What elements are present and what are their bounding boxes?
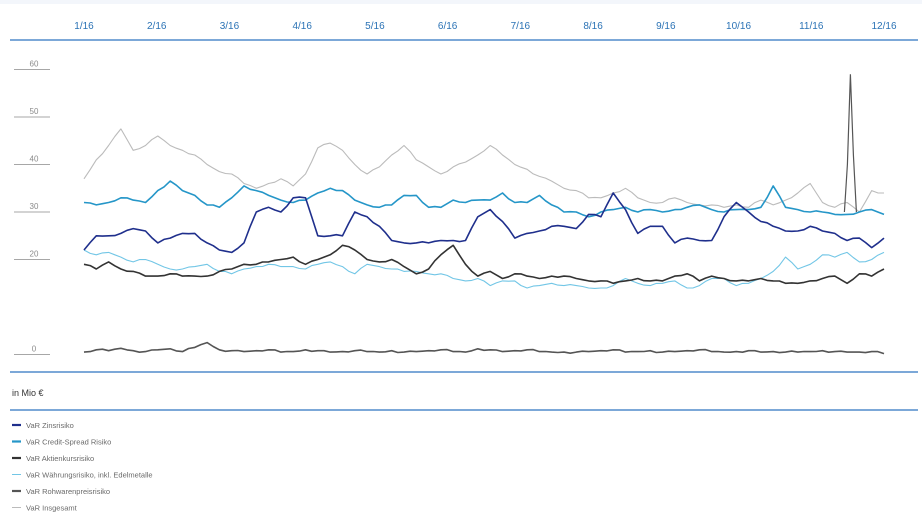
series-line-5 bbox=[83, 128, 885, 213]
series-line-0 bbox=[83, 192, 885, 254]
x-tick-label: 5/16 bbox=[365, 21, 385, 32]
chart-title-strip bbox=[0, 0, 922, 4]
unit-label: in Mio € bbox=[12, 388, 44, 398]
legend: VaR Zinsrisiko VaR Credit-Spread Risiko Va… bbox=[12, 421, 153, 513]
legend-label: VaR Währungsrisiko, inkl. Edelmetalle bbox=[26, 471, 153, 480]
x-tick-label: 11/16 bbox=[799, 21, 824, 32]
x-tick-label: 9/16 bbox=[656, 21, 676, 32]
x-tick-label: 10/16 bbox=[726, 21, 751, 32]
series-line-4 bbox=[83, 341, 885, 355]
x-tick-label: 7/16 bbox=[511, 21, 531, 32]
y-tick-label: 0 bbox=[32, 345, 37, 354]
x-tick-label: 6/16 bbox=[438, 21, 458, 32]
series-line-3 bbox=[83, 249, 885, 289]
legend-label: VaR Rohwarenpreisrisiko bbox=[26, 487, 110, 496]
x-axis-month-labels: 1/16 2/16 3/16 4/16 5/16 6/16 7/16 8/16 9/16 10/1… bbox=[74, 21, 897, 32]
x-tick-label: 2/16 bbox=[147, 21, 167, 32]
series-line-1 bbox=[83, 180, 885, 218]
y-tick-label: 30 bbox=[30, 202, 39, 211]
y-tick-label: 40 bbox=[30, 155, 39, 164]
series-spike bbox=[843, 74, 857, 213]
series-lines bbox=[83, 74, 885, 355]
y-axis-ticks: 0 20 30 40 50 60 bbox=[14, 60, 50, 355]
y-tick-label: 50 bbox=[30, 107, 39, 116]
y-tick-label: 20 bbox=[30, 250, 39, 259]
x-tick-label: 12/16 bbox=[871, 21, 896, 32]
legend-label: VaR Zinsrisiko bbox=[26, 421, 74, 430]
x-tick-label: 1/16 bbox=[74, 21, 94, 32]
series-line-2 bbox=[83, 244, 885, 285]
y-tick-label: 60 bbox=[30, 60, 39, 69]
legend-label: VaR Insgesamt bbox=[26, 504, 78, 513]
x-tick-label: 4/16 bbox=[292, 21, 312, 32]
legend-label: VaR Aktienkursrisiko bbox=[26, 454, 94, 463]
legend-label: VaR Credit-Spread Risiko bbox=[26, 438, 111, 447]
x-tick-label: 8/16 bbox=[583, 21, 603, 32]
x-tick-label: 3/16 bbox=[220, 21, 240, 32]
